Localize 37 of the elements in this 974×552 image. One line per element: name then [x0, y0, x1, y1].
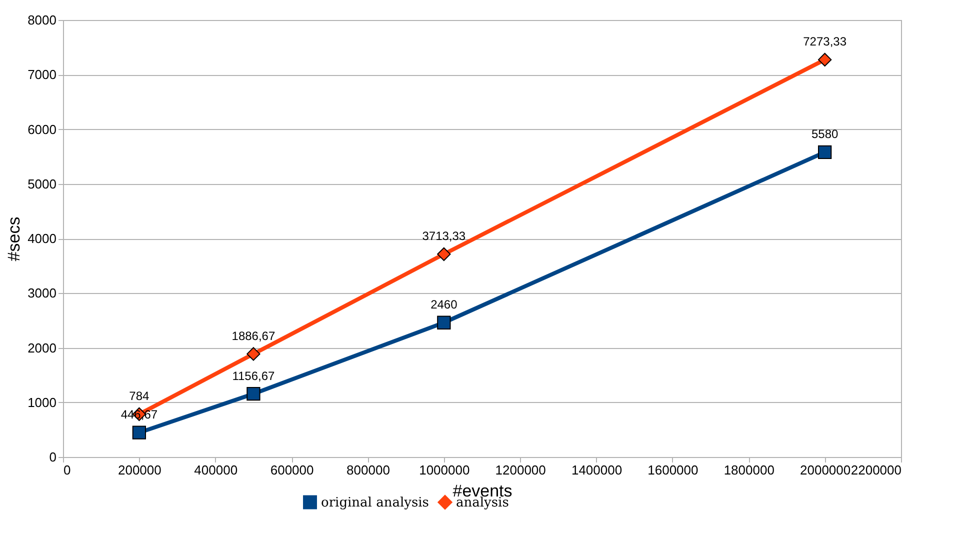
point — [246, 386, 260, 401]
y-tick-label: 5000 — [28, 176, 56, 192]
x-tick-label: 600000 — [270, 462, 314, 478]
y-tick-label: 8000 — [28, 12, 56, 28]
x-tick-label: 1000000 — [419, 462, 470, 478]
point — [437, 247, 451, 261]
x-tick-label: 1800000 — [724, 462, 774, 478]
data-label: 5580 — [811, 127, 838, 142]
x-tick-label: 2000000 — [800, 462, 851, 478]
x-tick-label: 1200000 — [495, 462, 546, 478]
y-tick-label: 0 — [49, 450, 56, 464]
y-tick-label: 7000 — [28, 67, 56, 82]
data-label: 2460 — [430, 298, 458, 312]
y-tick-label: 2000 — [28, 340, 56, 356]
point — [246, 347, 260, 361]
x-tick-label: 1600000 — [648, 462, 698, 478]
y-tick-label: 1000 — [28, 394, 56, 410]
point — [132, 426, 146, 440]
data-label: 784 — [129, 389, 150, 404]
y-tick-label: 4000 — [28, 231, 56, 246]
x-tick-label: 0 — [64, 462, 71, 478]
x-tick-label: 2200000 — [850, 462, 902, 478]
data-label: 1886,67 — [232, 328, 276, 343]
legend-label: original analysis — [321, 495, 429, 510]
point — [437, 316, 451, 330]
x-tick-label: 800000 — [346, 462, 390, 478]
x-tick-label: 200000 — [118, 462, 162, 478]
x-tick-label: 400000 — [194, 462, 238, 478]
data-label: 3713,33 — [422, 229, 466, 244]
y-axis-title: #secs — [4, 216, 24, 262]
y-tick-label: 6000 — [28, 122, 56, 137]
y-tick-label: 3000 — [28, 286, 56, 301]
point — [818, 145, 832, 160]
data-label: 1156,67 — [232, 368, 276, 383]
x-tick-label: 1400000 — [571, 462, 622, 478]
data-label: 7273,33 — [803, 34, 847, 49]
point — [818, 52, 832, 67]
